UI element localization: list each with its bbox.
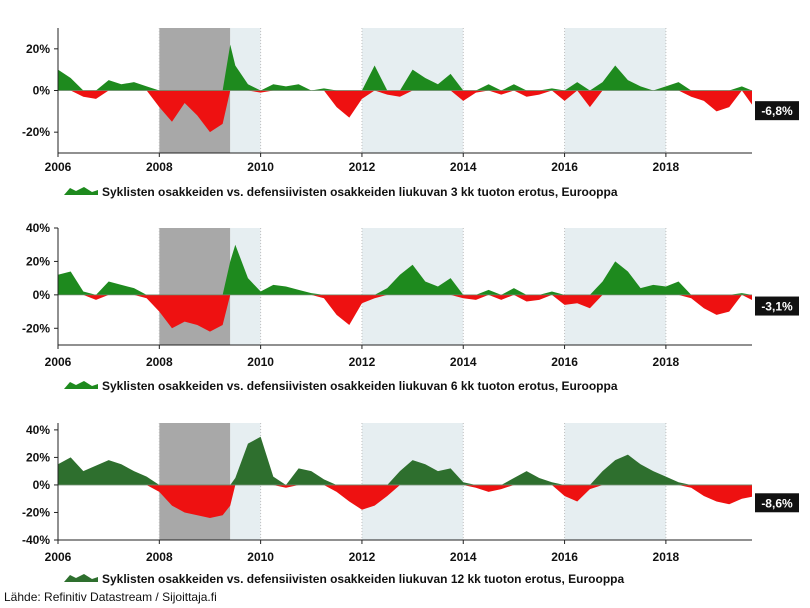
shaded-period-1 xyxy=(159,423,231,540)
area-positive xyxy=(58,244,752,295)
x-tick-label: 2014 xyxy=(450,160,477,174)
x-tick-label: 2016 xyxy=(551,355,578,369)
y-tick-label: -20% xyxy=(22,321,50,335)
x-tick-label: 2018 xyxy=(653,355,680,369)
x-tick-label: 2012 xyxy=(349,160,376,174)
area-negative xyxy=(58,484,752,518)
y-tick-label: -20% xyxy=(22,505,50,519)
legend: Syklisten osakkeiden vs. defensiivisten … xyxy=(64,379,618,393)
legend-swatch xyxy=(64,381,98,389)
area-negative xyxy=(58,90,752,133)
y-tick-label: 40% xyxy=(26,221,50,235)
end-value-box xyxy=(755,101,799,121)
x-tick-label: 2008 xyxy=(146,355,173,369)
x-tick-label: 2016 xyxy=(551,550,578,564)
x-tick-label: 2010 xyxy=(247,160,274,174)
legend-label: Syklisten osakkeiden vs. defensiivisten … xyxy=(102,185,618,199)
chart-panel-3: 40% 20% 0% -20% -40% 2006 2008 2010 2012 2014 2016… xyxy=(22,423,799,586)
x-tick-label: 2008 xyxy=(146,550,173,564)
legend-label: Syklisten osakkeiden vs. defensiivisten … xyxy=(102,379,618,393)
shaded-period-1 xyxy=(159,228,231,345)
x-tick-label: 2016 xyxy=(551,160,578,174)
y-tick-label: -20% xyxy=(22,125,50,139)
x-tick-label: 2006 xyxy=(45,355,72,369)
y-tick-label: 20% xyxy=(26,450,50,464)
y-tick-label: 20% xyxy=(26,42,50,56)
area-positive xyxy=(58,436,752,485)
area-negative xyxy=(58,294,752,332)
x-tick-label: 2012 xyxy=(349,550,376,564)
legend-swatch xyxy=(64,574,98,582)
legend: Syklisten osakkeiden vs. defensiivisten … xyxy=(64,185,618,199)
y-tick-label: -40% xyxy=(22,533,50,547)
end-value-label: -8,6% xyxy=(761,496,793,510)
legend: Syklisten osakkeiden vs. defensiivisten … xyxy=(64,572,624,586)
y-tick-label: 40% xyxy=(26,423,50,437)
y-tick-label: 0% xyxy=(33,288,51,302)
y-tick-label: 0% xyxy=(33,478,51,492)
x-tick-label: 2008 xyxy=(146,160,173,174)
area-positive xyxy=(58,44,752,91)
end-value-label: -6,8% xyxy=(761,104,793,118)
y-tick-label: 0% xyxy=(33,84,51,98)
x-tick-label: 2018 xyxy=(653,160,680,174)
y-tick-label: 20% xyxy=(26,254,50,268)
x-tick-label: 2010 xyxy=(247,355,274,369)
x-tick-label: 2012 xyxy=(349,355,376,369)
chart-panel-2: 40% 20% 0% -20% 2006 2008 2010 2012 2014 2016 2018… xyxy=(22,221,799,393)
x-tick-label: 2018 xyxy=(653,550,680,564)
source-caption: Lähde: Refinitiv Datastream / Sijoittaja… xyxy=(4,590,217,604)
x-tick-label: 2006 xyxy=(45,160,72,174)
chart-panel-1: 20% 0% -20% 2006 2008 2010 2012 2014 2016 2018 -6,… xyxy=(22,28,799,199)
end-value-box xyxy=(755,296,799,316)
legend-label: Syklisten osakkeiden vs. defensiivisten … xyxy=(102,572,624,586)
end-value-box xyxy=(755,493,799,513)
x-tick-label: 2014 xyxy=(450,550,477,564)
x-tick-label: 2006 xyxy=(45,550,72,564)
x-tick-label: 2010 xyxy=(247,550,274,564)
legend-swatch xyxy=(64,187,98,195)
x-tick-label: 2014 xyxy=(450,355,477,369)
end-value-label: -3,1% xyxy=(761,300,793,314)
